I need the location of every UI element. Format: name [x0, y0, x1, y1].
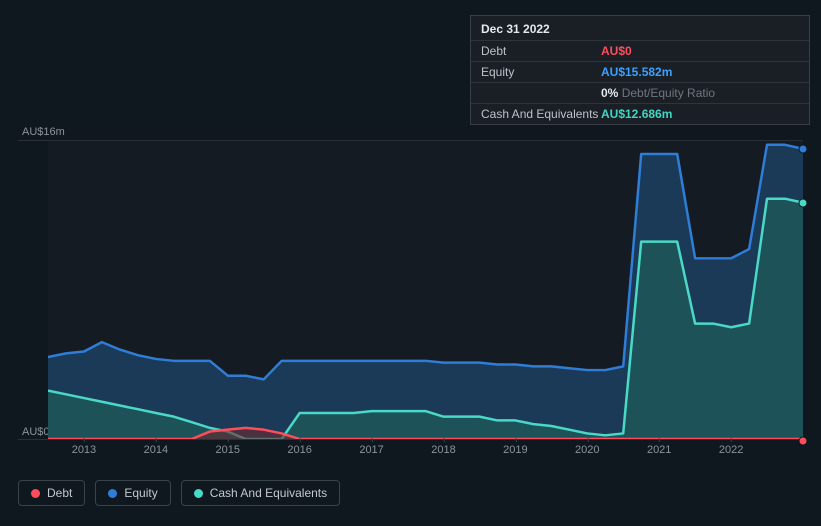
x-tick-2022: 2022	[719, 444, 743, 456]
tooltip-ratio-pct: 0%	[601, 86, 618, 100]
x-tick-2015: 2015	[216, 444, 240, 456]
x-tick-2013: 2013	[72, 444, 96, 456]
cash-swatch	[194, 489, 203, 498]
x-axis: 2013 2014 2015 2016 2017 2018 2019 2020 2021 2022	[48, 444, 803, 464]
tooltip-row-debt: Debt AU$0	[471, 40, 809, 61]
x-tick-2018: 2018	[431, 444, 455, 456]
legend: Debt Equity Cash And Equivalents	[18, 480, 340, 506]
tooltip-row-cash: Cash And Equivalents AU$12.686m	[471, 103, 809, 124]
plot-area[interactable]	[48, 141, 803, 439]
tooltip-row-ratio: 0% Debt/Equity Ratio	[471, 82, 809, 103]
x-tick-2021: 2021	[647, 444, 671, 456]
tooltip-cash-label: Cash And Equivalents	[481, 107, 601, 121]
x-tick-2017: 2017	[359, 444, 383, 456]
equity-swatch	[108, 489, 117, 498]
legend-item-equity[interactable]: Equity	[95, 480, 170, 506]
chart-container: Dec 31 2022 Debt AU$0 Equity AU$15.582m …	[0, 0, 821, 526]
x-tick-2020: 2020	[575, 444, 599, 456]
legend-item-cash[interactable]: Cash And Equivalents	[181, 480, 340, 506]
legend-label-equity: Equity	[124, 486, 157, 500]
chart-area[interactable]	[18, 140, 803, 440]
legend-item-debt[interactable]: Debt	[18, 480, 85, 506]
tooltip-equity-value: AU$15.582m	[601, 65, 799, 79]
tooltip-debt-label: Debt	[481, 44, 601, 58]
x-tick-2016: 2016	[287, 444, 311, 456]
legend-label-cash: Cash And Equivalents	[210, 486, 327, 500]
tooltip-date: Dec 31 2022	[471, 16, 809, 40]
x-tick-2014: 2014	[144, 444, 168, 456]
tooltip-cash-value: AU$12.686m	[601, 107, 799, 121]
tooltip-ratio-label: Debt/Equity Ratio	[622, 86, 715, 100]
debt-swatch	[31, 489, 40, 498]
hover-tooltip: Dec 31 2022 Debt AU$0 Equity AU$15.582m …	[470, 15, 810, 125]
cash-marker	[799, 199, 808, 208]
equity-marker	[799, 144, 808, 153]
tooltip-debt-value: AU$0	[601, 44, 799, 58]
plot-svg	[48, 141, 803, 439]
legend-label-debt: Debt	[47, 486, 72, 500]
tooltip-row-equity: Equity AU$15.582m	[471, 61, 809, 82]
tooltip-equity-label: Equity	[481, 65, 601, 79]
x-tick-2019: 2019	[503, 444, 527, 456]
y-axis-max-label: AU$16m	[22, 126, 65, 138]
